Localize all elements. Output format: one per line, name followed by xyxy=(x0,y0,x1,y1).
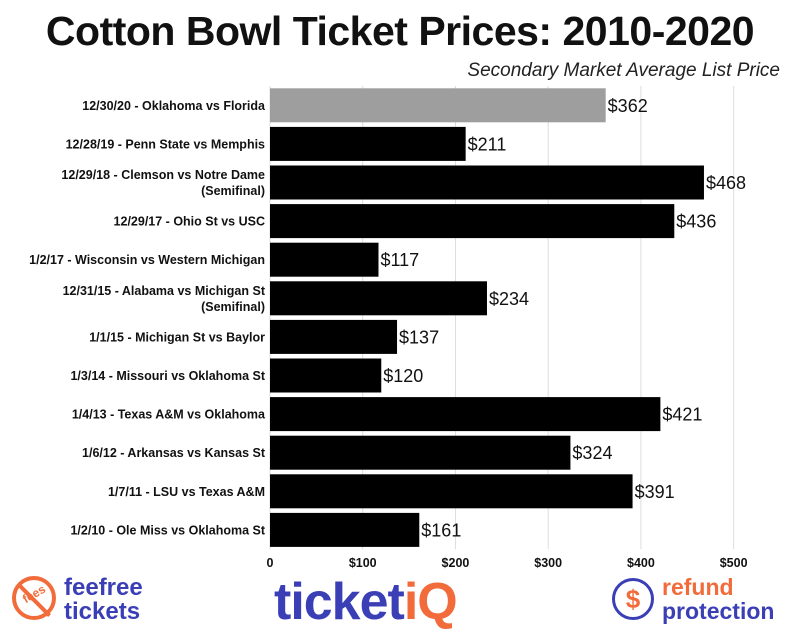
x-tick-label: $500 xyxy=(720,556,748,570)
category-labels: 12/30/20 - Oklahoma vs Florida 12/28/19 -… xyxy=(29,99,266,538)
bar xyxy=(270,281,487,316)
feefree-text: feefree xyxy=(64,574,143,601)
data-label: $436 xyxy=(676,212,716,232)
refund-text: refund xyxy=(662,574,734,600)
bar xyxy=(270,204,675,239)
x-tick-label: $100 xyxy=(349,556,377,570)
ticketiq-accent-text: iQ xyxy=(403,573,458,631)
bar xyxy=(270,126,466,161)
bar xyxy=(270,474,633,509)
data-label: $362 xyxy=(608,96,648,116)
category-label: 1/4/13 - Texas A&M vs Oklahoma xyxy=(72,408,266,422)
category-label: 1/2/17 - Wisconsin vs Western Michigan xyxy=(29,253,265,267)
bar xyxy=(270,88,606,123)
data-label: $137 xyxy=(399,327,439,347)
protection-text: protection xyxy=(662,598,775,624)
category-label: 1/2/10 - Ole Miss vs Oklahoma St xyxy=(70,523,265,537)
bar xyxy=(270,435,571,470)
data-label: $234 xyxy=(489,289,529,309)
no-fees-icon xyxy=(12,576,56,620)
data-label: $211 xyxy=(468,134,507,154)
refund-protection-logo: $ refund protection xyxy=(610,572,798,628)
x-tick-label: $200 xyxy=(442,556,470,570)
category-label: 12/29/17 - Ohio St vs USC xyxy=(114,215,265,229)
x-tick-label: 0 xyxy=(267,556,274,570)
category-label: 1/7/11 - LSU vs Texas A&M xyxy=(108,485,265,499)
bar xyxy=(270,165,704,200)
category-label: 12/30/20 - Oklahoma vs Florida xyxy=(82,99,266,113)
bars xyxy=(270,88,704,547)
value-labels: $362 $211 $468 $436 $117 $234 $137 $120 $421 $324… xyxy=(380,96,746,541)
data-label: $468 xyxy=(706,173,746,193)
ticketiq-logo: ticketiQ xyxy=(274,572,534,631)
data-label: $161 xyxy=(421,520,461,540)
x-axis-ticks: 0 $100 $200 $300 $400 $500 xyxy=(267,556,748,570)
category-label: 1/1/15 - Michigan St vs Baylor xyxy=(89,330,265,344)
data-label: $120 xyxy=(383,366,423,386)
bar xyxy=(270,512,420,547)
bar xyxy=(270,358,382,393)
category-label: 12/28/19 - Penn State vs Memphis xyxy=(66,137,265,151)
chart-subtitle: Secondary Market Average List Price xyxy=(467,60,780,81)
data-label: $391 xyxy=(635,482,675,502)
bar xyxy=(270,242,379,277)
data-label: $117 xyxy=(380,250,419,270)
bar xyxy=(270,319,398,354)
category-label: 12/31/15 - Alabama vs Michigan St (Semifi… xyxy=(63,284,266,314)
category-label: 12/29/18 - Clemson vs Notre Dame (Semifin… xyxy=(61,168,265,198)
grid-lines xyxy=(269,86,735,550)
data-label: $421 xyxy=(662,405,702,425)
tickets-text: tickets xyxy=(64,598,141,625)
x-tick-label: $300 xyxy=(534,556,562,570)
data-label: $324 xyxy=(572,443,612,463)
category-label: 1/3/14 - Missouri vs Oklahoma St xyxy=(70,369,265,383)
bar xyxy=(270,397,661,432)
refund-dollar-icon: $ xyxy=(612,578,654,620)
ticketiq-main-text: ticket xyxy=(274,573,405,631)
category-label: 1/6/12 - Arkansas vs Kansas St xyxy=(82,446,266,460)
x-tick-label: $400 xyxy=(627,556,655,570)
chart-title: Cotton Bowl Ticket Prices: 2010-2020 xyxy=(45,8,755,54)
feefree-tickets-logo: fees feefree tickets xyxy=(8,572,188,628)
